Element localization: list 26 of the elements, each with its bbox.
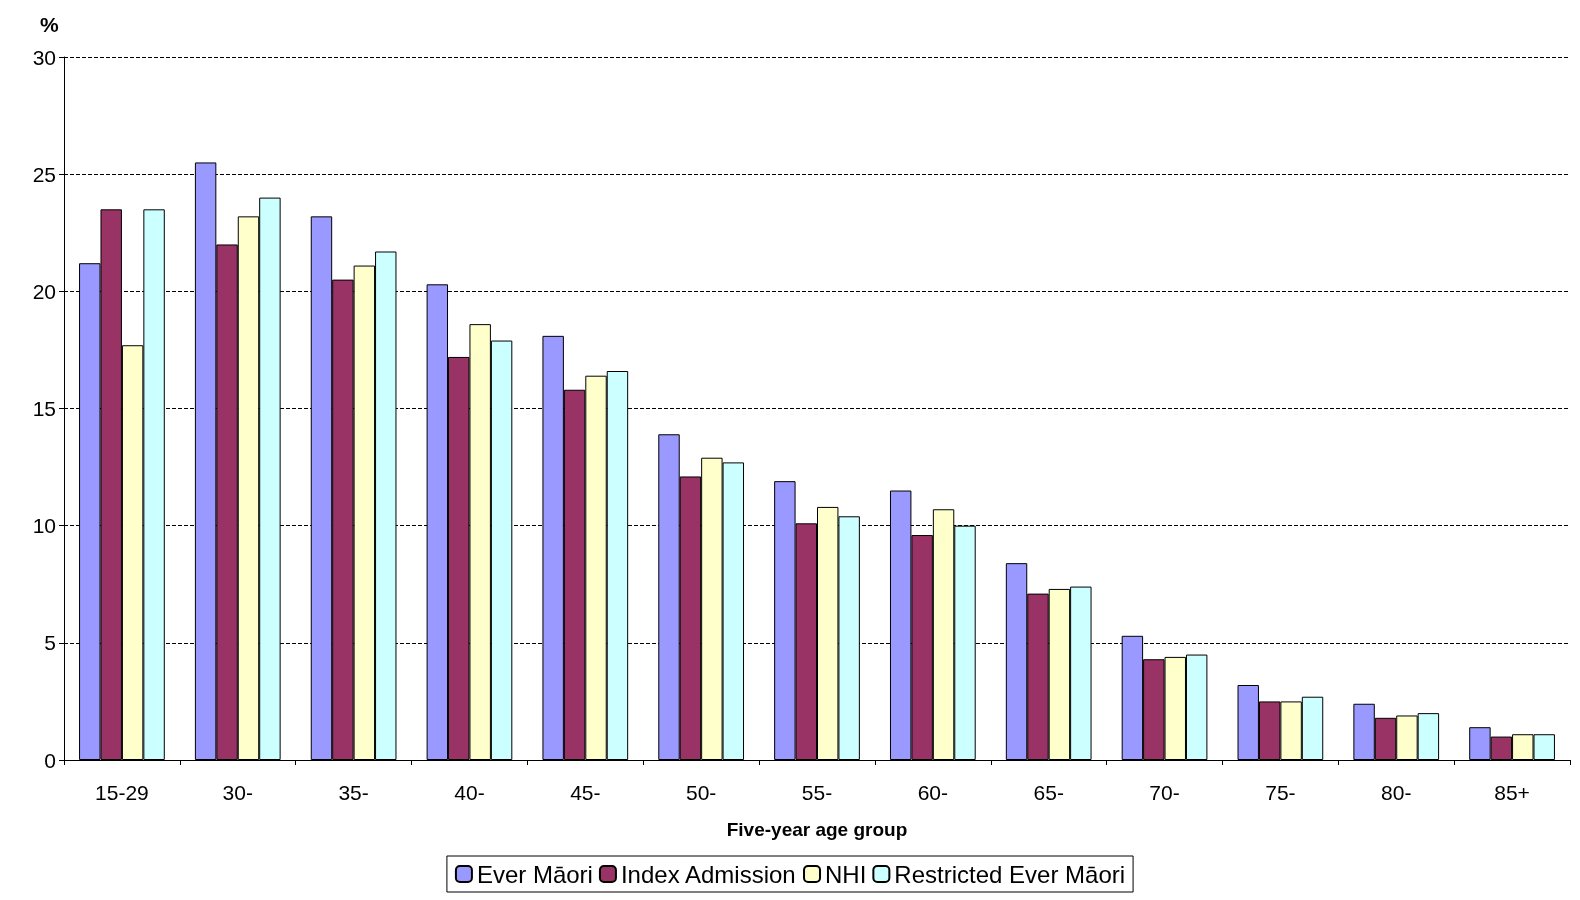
y-tick-label: 15	[32, 397, 56, 420]
y-tick-label: 5	[44, 631, 56, 655]
x-tick-label: 40-	[454, 781, 485, 804]
x-tick-label: 45-	[570, 781, 601, 804]
legend-label: Restricted Ever Māori	[894, 860, 1126, 888]
x-tick-label: 50-	[685, 781, 717, 804]
y-tick-label: 0	[44, 748, 56, 772]
legend-label: NHI	[825, 860, 867, 888]
x-tick-label: 30-	[222, 781, 253, 804]
y-tick-label: 20	[32, 279, 56, 303]
x-axis-title: Five-year age group	[726, 819, 908, 840]
x-tick-label: 70-	[1149, 781, 1180, 804]
x-tick-label: 15-29	[95, 781, 149, 804]
legend-label: Index Admission	[620, 860, 796, 888]
x-tick-label: 85+	[1494, 781, 1530, 804]
x-tick-label: 55-	[801, 781, 833, 804]
x-tick-label: 35-	[338, 781, 369, 804]
x-tick-label: 80-	[1381, 781, 1412, 804]
x-tick-label: 65-	[1033, 781, 1064, 804]
y-tick-label: 30	[32, 45, 56, 69]
y-tick-label: 25	[32, 162, 56, 186]
x-tick-label: 60-	[917, 781, 949, 804]
y-tick-label: 10	[32, 514, 56, 538]
legend-label: Ever Māori	[476, 860, 593, 888]
x-tick-label: 75-	[1265, 781, 1296, 804]
y-axis-title: %	[40, 13, 59, 36]
